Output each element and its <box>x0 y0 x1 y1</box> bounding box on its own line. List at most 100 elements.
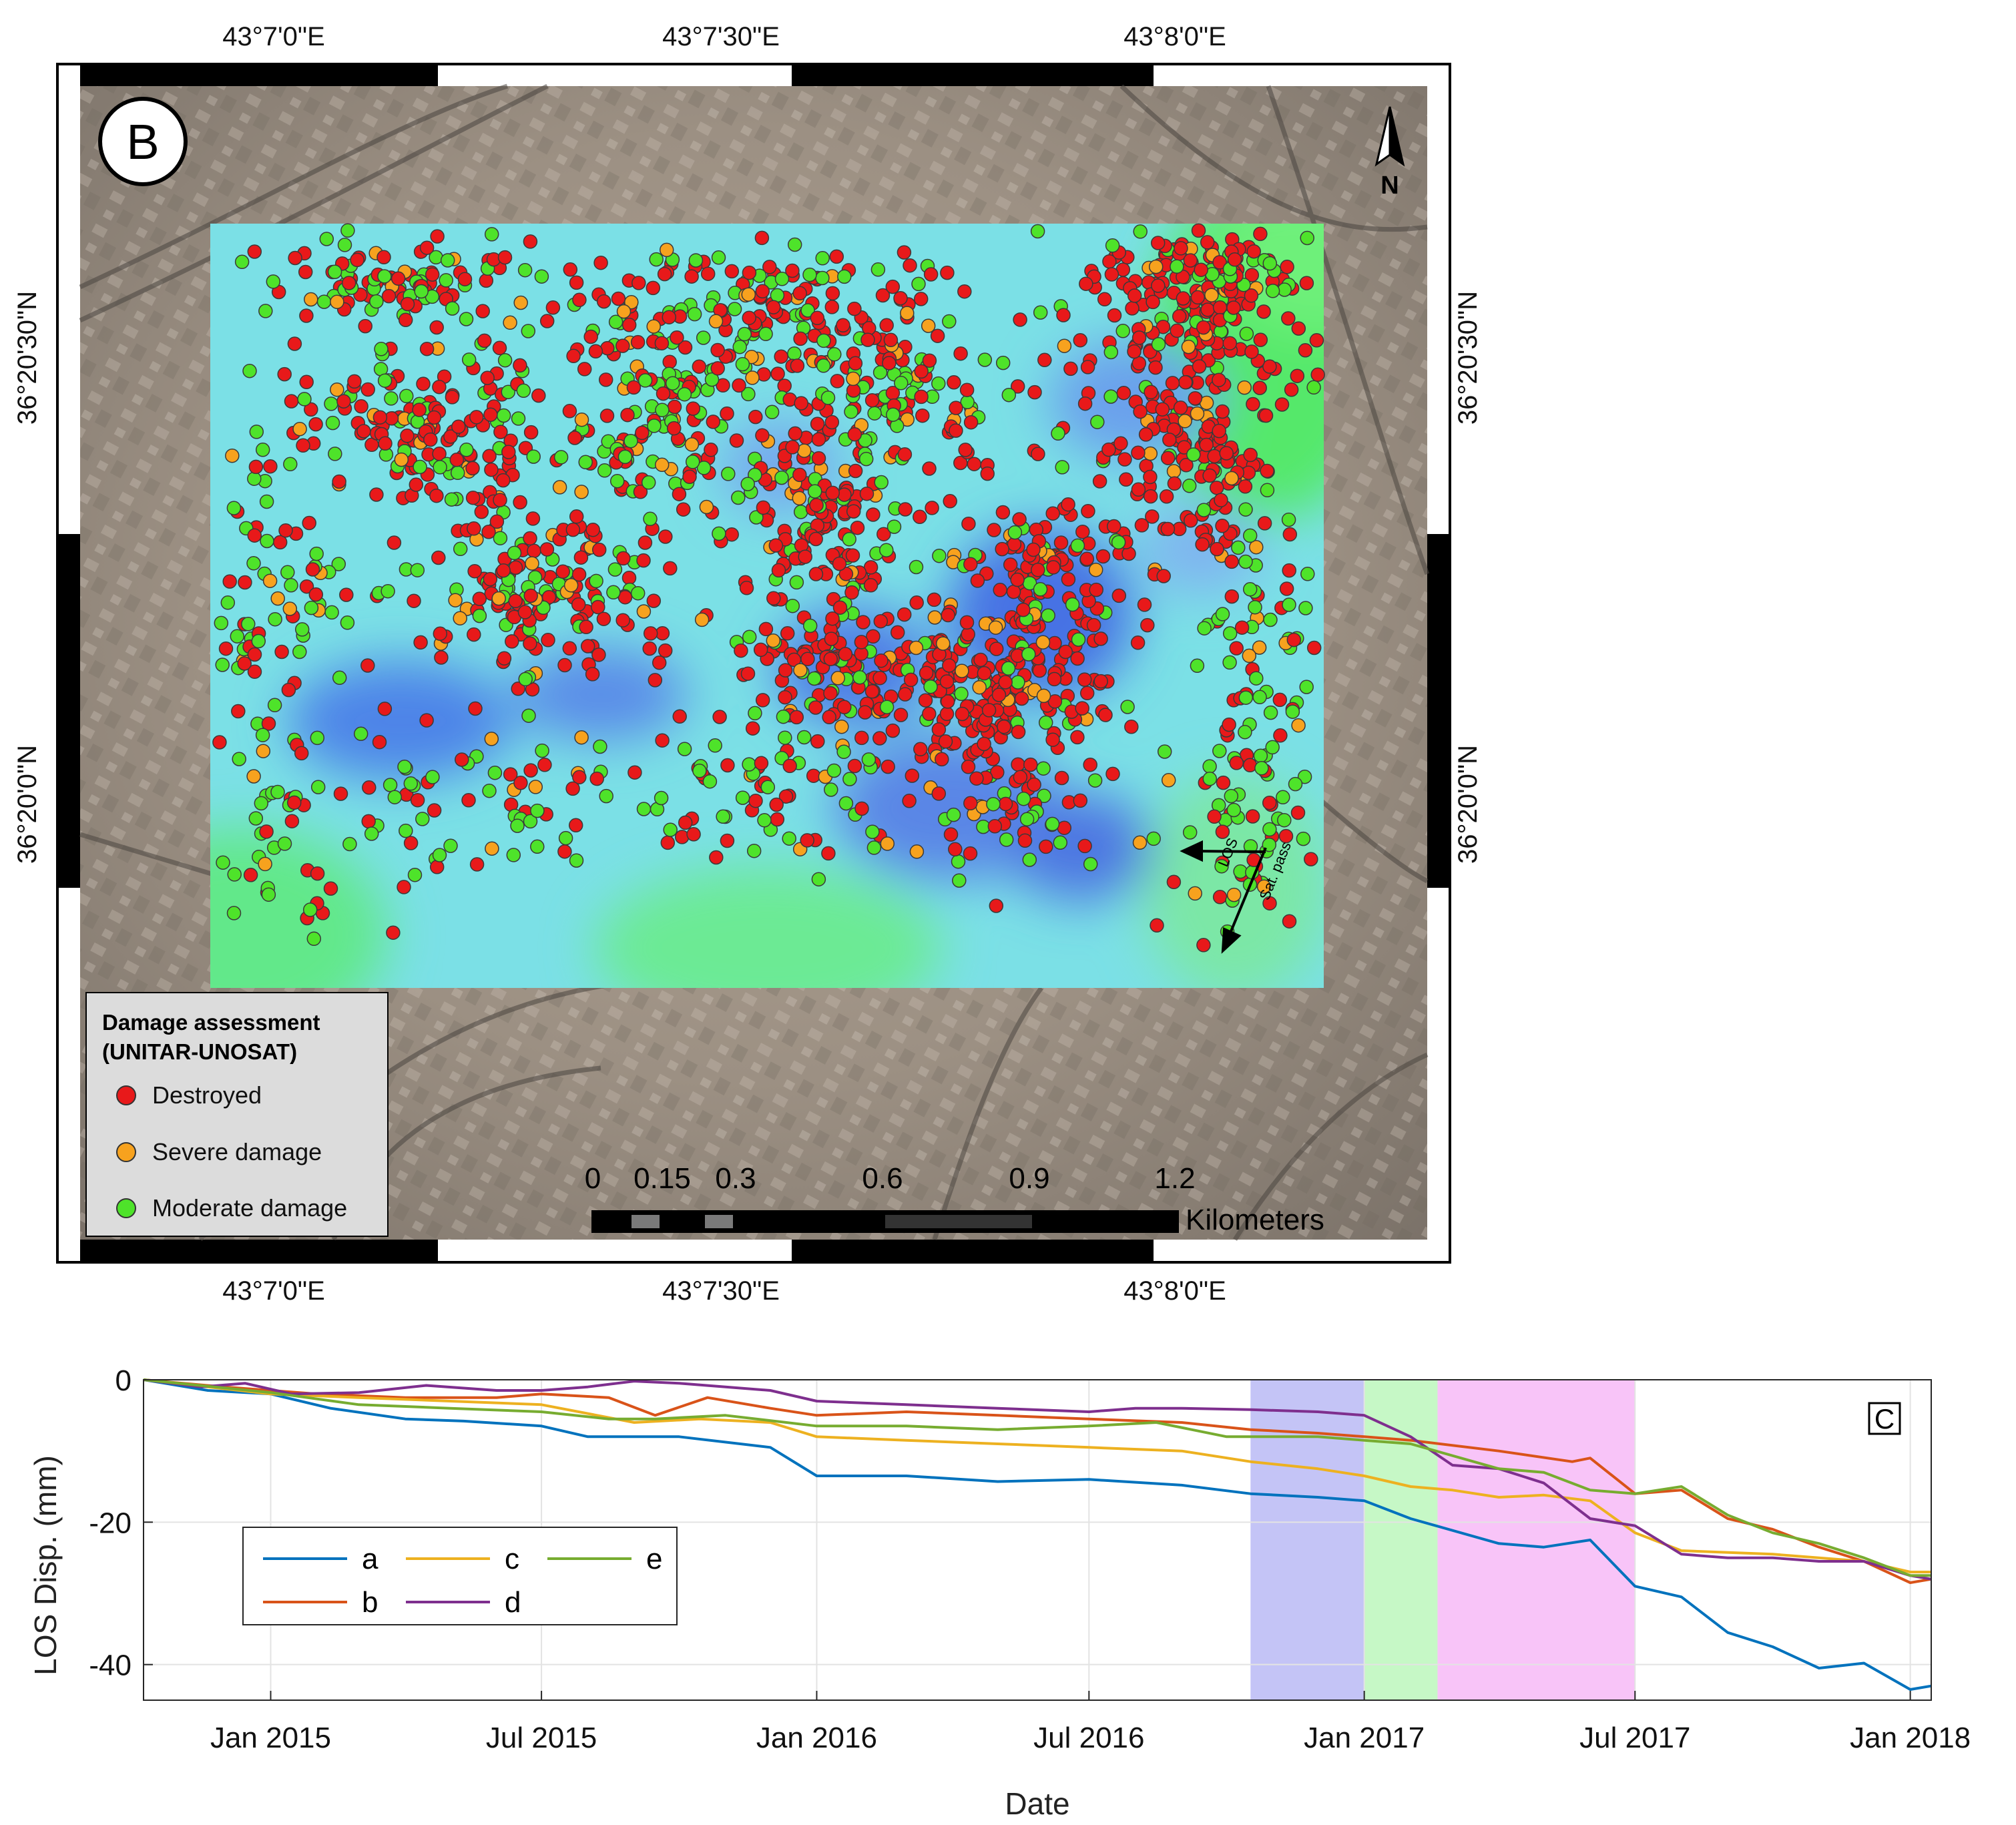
damage-point <box>234 254 250 270</box>
damage-point <box>369 487 384 502</box>
damage-point <box>484 227 499 242</box>
damage-point <box>1170 323 1184 338</box>
damage-point <box>832 600 848 615</box>
damage-point <box>324 397 338 411</box>
damage-point <box>660 835 676 850</box>
damage-point <box>394 452 409 467</box>
chart-panel-label: C <box>1868 1402 1901 1435</box>
damage-point <box>847 427 862 442</box>
scale-bar: 0 0.15 0.3 0.6 0.9 1.2 Kilometers <box>585 1162 1324 1236</box>
damage-point <box>961 627 975 641</box>
damage-point <box>1243 447 1258 463</box>
damage-point <box>1120 700 1135 714</box>
damage-point <box>1262 822 1277 837</box>
damage-point <box>850 520 865 535</box>
damage-point <box>1224 554 1239 569</box>
shaded-period-2 <box>1437 1380 1635 1700</box>
legend-swatch-moderate <box>116 1198 136 1218</box>
damage-point <box>1202 759 1217 774</box>
damage-point <box>879 543 894 557</box>
damage-point <box>1075 524 1090 539</box>
damage-point <box>410 563 425 577</box>
damage-point <box>741 287 756 302</box>
damage-point <box>989 898 1004 913</box>
damage-point <box>1298 601 1313 615</box>
damage-point <box>808 531 823 547</box>
damage-point <box>1101 442 1116 457</box>
damage-point <box>1148 360 1163 375</box>
damage-point <box>1183 513 1198 528</box>
damage-point <box>339 587 354 602</box>
damage-point <box>662 354 677 369</box>
damage-point <box>1117 452 1132 467</box>
damage-point <box>1010 572 1025 587</box>
damage-point <box>842 772 857 786</box>
damage-point <box>844 405 858 419</box>
damage-point <box>270 784 285 800</box>
damage-point <box>648 673 663 688</box>
damage-point <box>902 794 917 808</box>
damage-point <box>872 670 887 686</box>
damage-point <box>434 650 449 665</box>
damage-point <box>943 827 959 842</box>
damage-point <box>981 703 997 718</box>
legend-label-a: a <box>362 1543 379 1575</box>
damage-point <box>1019 812 1035 826</box>
damage-point <box>740 477 755 491</box>
damage-point <box>1280 260 1294 274</box>
damage-point <box>1051 426 1065 441</box>
damage-point <box>794 396 808 411</box>
damage-point <box>423 432 438 447</box>
damage-point <box>748 409 763 425</box>
damage-point <box>923 679 938 694</box>
damage-point <box>808 567 824 581</box>
damage-point <box>588 344 603 359</box>
damage-point <box>472 591 487 606</box>
damage-point <box>467 521 481 536</box>
frame-outline <box>56 63 1451 1264</box>
damage-point <box>1282 597 1296 612</box>
damage-point <box>1161 773 1176 788</box>
damage-point <box>523 234 538 249</box>
damage-point <box>1238 724 1252 740</box>
damage-point <box>608 314 623 330</box>
damage-point <box>1252 690 1267 705</box>
damage-point <box>737 326 752 342</box>
damage-point <box>932 548 947 563</box>
damage-point <box>523 636 537 651</box>
damage-point <box>1103 389 1118 404</box>
damage-point <box>280 565 295 580</box>
damage-point <box>1226 887 1242 902</box>
damage-point <box>523 814 538 829</box>
damage-point <box>922 353 937 368</box>
x-tick-label: Jan 2018 <box>1850 1722 1971 1754</box>
damage-point <box>216 855 230 870</box>
damage-point <box>1035 635 1051 649</box>
damage-point <box>1027 777 1041 792</box>
damage-point <box>1174 241 1188 256</box>
damage-point <box>792 491 807 506</box>
damage-point <box>429 320 444 335</box>
damage-point <box>1077 396 1093 411</box>
damage-point <box>1260 463 1274 479</box>
damage-point <box>1298 343 1313 358</box>
damage-point <box>913 292 929 306</box>
damage-point <box>1279 581 1294 596</box>
damage-point <box>1073 793 1088 808</box>
damage-point <box>1127 344 1142 359</box>
damage-point <box>259 494 274 509</box>
damage-point <box>482 783 497 798</box>
damage-point <box>1045 732 1060 747</box>
damage-point <box>455 752 469 767</box>
scale-tick-12: 1.2 <box>1154 1162 1195 1195</box>
damage-point <box>430 229 445 244</box>
damage-point <box>727 302 742 316</box>
damage-map: N B LOS Sat. pass Damage assessment (UNI… <box>13 22 1483 1306</box>
north-label: N <box>1380 172 1399 200</box>
damage-point <box>1093 674 1108 689</box>
damage-point <box>785 263 800 278</box>
damage-point <box>218 641 234 656</box>
damage-point <box>663 561 678 576</box>
lat-label-right-0: 36°20'30"N <box>1453 291 1483 425</box>
frame-tick <box>1427 534 1450 888</box>
